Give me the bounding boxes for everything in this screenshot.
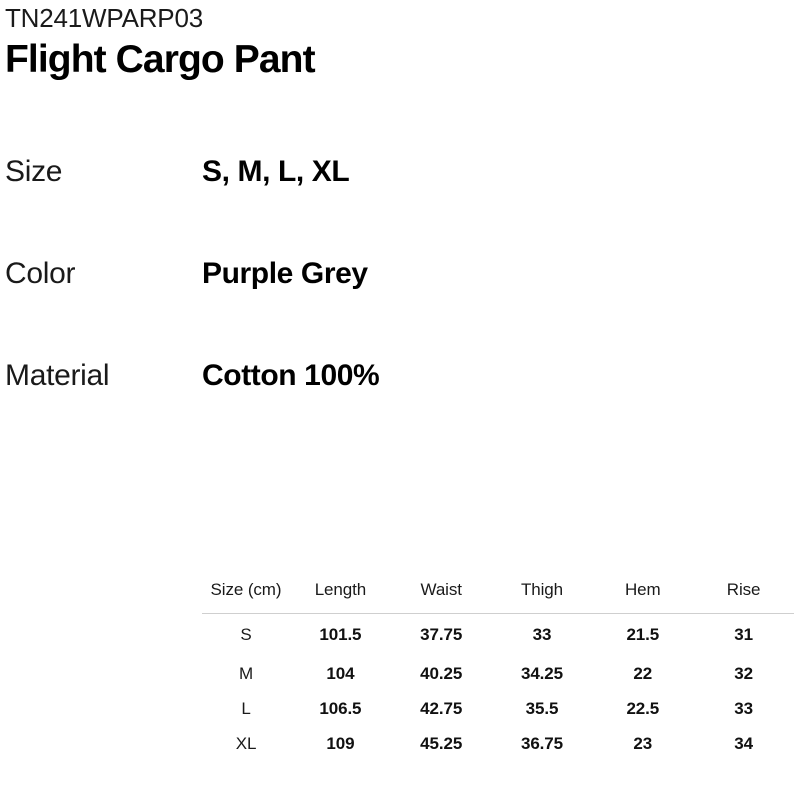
column-header-size: Size (cm) — [202, 573, 290, 614]
cell-thigh: 36.75 — [520, 734, 564, 753]
cell-rise: 34 — [734, 734, 753, 753]
column-header-rise: Rise — [693, 573, 794, 614]
column-header-length: Length — [290, 573, 391, 614]
cell-size: L — [241, 699, 251, 718]
table-row: XL 109 45.25 36.75 23 34 — [202, 727, 794, 762]
spec-label-color: Color — [5, 257, 76, 290]
size-chart: Size (cm) Length Waist Thigh Hem Rise S … — [202, 573, 794, 762]
column-header-waist: Waist — [390, 573, 492, 614]
spec-label-size: Size — [5, 155, 63, 188]
cell-size: S — [240, 625, 252, 645]
cell-waist: 40.25 — [420, 664, 463, 683]
cell-length: 109 — [326, 734, 355, 753]
table-row: M 104 40.25 34.25 22 32 — [202, 657, 794, 692]
cell-length: 104 — [326, 664, 355, 683]
table-row: S 101.5 37.75 33 21.5 31 — [202, 614, 794, 657]
cell-thigh: 35.5 — [525, 699, 559, 718]
table-header-row: Size (cm) Length Waist Thigh Hem Rise — [202, 573, 794, 614]
cell-waist: 42.75 — [420, 699, 463, 718]
cell-hem: 21.5 — [626, 625, 660, 645]
product-code: TN241WPARP03 — [5, 3, 203, 33]
column-header-thigh: Thigh — [491, 573, 593, 614]
table-row: L 106.5 42.75 35.5 22.5 33 — [202, 692, 794, 727]
cell-rise: 31 — [734, 625, 753, 645]
cell-rise: 33 — [734, 699, 753, 718]
cell-thigh: 33 — [532, 625, 552, 645]
spec-list: Size S, M, L, XL Color Purple Grey Mater… — [5, 155, 795, 461]
size-chart-table: Size (cm) Length Waist Thigh Hem Rise S … — [202, 573, 794, 762]
page-title: Flight Cargo Pant — [5, 38, 316, 81]
spec-value-material: Cotton 100% — [202, 359, 380, 392]
cell-hem: 22 — [633, 664, 653, 683]
column-header-hem: Hem — [592, 573, 694, 614]
cell-waist: 45.25 — [420, 734, 463, 753]
cell-length: 101.5 — [319, 625, 362, 645]
spec-row-material: Material Cotton 100% — [5, 359, 795, 461]
cell-size: M — [238, 664, 254, 683]
spec-value-color: Purple Grey — [202, 257, 368, 290]
spec-row-color: Color Purple Grey — [5, 257, 795, 359]
spec-row-size: Size S, M, L, XL — [5, 155, 795, 257]
cell-hem: 22.5 — [626, 699, 660, 718]
cell-size: XL — [235, 734, 257, 753]
spec-value-size: S, M, L, XL — [202, 155, 350, 188]
cell-waist: 37.75 — [420, 625, 463, 645]
cell-thigh: 34.25 — [520, 664, 564, 683]
product-spec-page: TN241WPARP03 Flight Cargo Pant Size S, M… — [0, 3, 800, 803]
cell-hem: 23 — [633, 734, 653, 753]
cell-length: 106.5 — [319, 699, 362, 718]
cell-rise: 32 — [734, 664, 753, 683]
spec-label-material: Material — [5, 359, 110, 392]
